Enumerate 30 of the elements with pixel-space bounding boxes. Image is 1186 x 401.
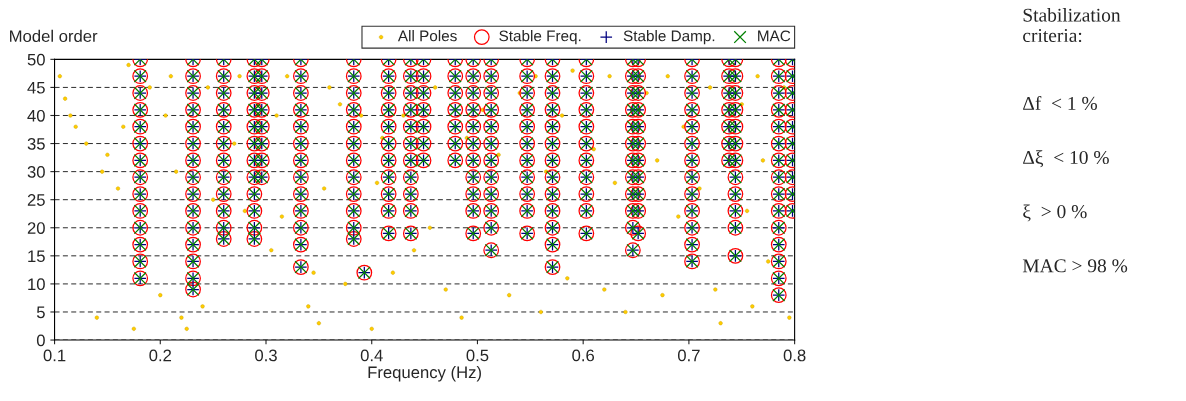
x-tick-label: 0.3	[255, 349, 277, 362]
y-tick-label: 35	[27, 137, 45, 150]
text: Stabilization criteria:	[1023, 8, 1121, 43]
y-tick-label: 45	[27, 81, 45, 94]
y-axis-title: Model order	[10, 29, 98, 43]
x-tick-label: 0.6	[572, 349, 595, 362]
y-tick-label: 0	[36, 334, 45, 347]
text: Δf < 1 %	[1023, 96, 1097, 110]
legend-label: MAC	[758, 30, 791, 42]
y-tick-label: 5	[36, 306, 45, 319]
y-tick-label: 20	[27, 222, 45, 234]
x-tick-label: 0.5	[466, 349, 489, 362]
legend-label: Stable Freq.	[499, 30, 581, 45]
x-axis-title: Frequency (Hz)	[368, 366, 481, 382]
y-tick-label: 50	[27, 53, 45, 66]
text: Δξ < 10 %	[1023, 150, 1109, 168]
y-tick-label: 15	[28, 250, 45, 263]
text: ξ > 0 %	[1023, 204, 1087, 222]
legend-label: All Poles	[397, 30, 457, 42]
y-tick-label: 40	[27, 109, 45, 122]
text: MAC > 98 %	[1022, 259, 1128, 273]
y-tick-label: 30	[27, 166, 45, 178]
x-tick-label: 0.2	[149, 349, 172, 362]
x-tick-label: 0.1	[43, 349, 66, 362]
x-tick-label: 0.8	[783, 349, 806, 362]
legend-label: Stable Damp.	[623, 30, 715, 45]
x-tick-label: 0.4	[360, 349, 383, 362]
y-tick-label: 25	[27, 194, 45, 206]
y-tick-label: 10	[28, 278, 45, 291]
x-tick-label: 0.7	[677, 349, 700, 362]
